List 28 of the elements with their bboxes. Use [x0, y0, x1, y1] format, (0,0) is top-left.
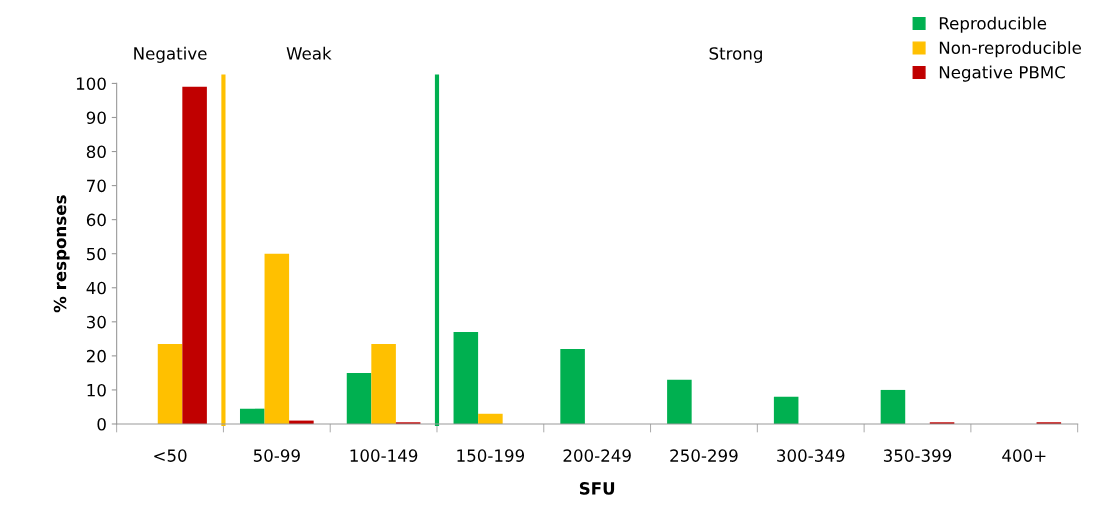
x-tick-label: 100-149 [350, 449, 418, 462]
y-tick-label: 80 [86, 145, 106, 159]
x-tick-label: <50 [154, 449, 187, 462]
y-tick-label: 10 [87, 383, 106, 397]
y-tick-label: 50 [87, 247, 106, 261]
x-tick-label: 250-299 [670, 449, 738, 462]
legend-label: Negative PBMC [939, 65, 1065, 82]
x-tick-label: 400+ [1002, 449, 1046, 462]
y-tick-label: 90 [86, 111, 106, 125]
y-tick-label: 70 [87, 179, 106, 193]
x-axis-title: SFU [579, 482, 615, 495]
text: Weak [286, 46, 332, 60]
y-tick-label: 100 [76, 77, 106, 90]
text: Strong [709, 47, 762, 63]
x-tick-label: 300-349 [777, 449, 845, 462]
y-tick-label: 40 [86, 281, 106, 295]
legend-label: Reproducible [939, 16, 1047, 33]
y-tick-label: 60 [86, 213, 106, 227]
x-tick-label: 200-249 [563, 449, 631, 462]
x-tick-label: 150-199 [457, 449, 525, 462]
x-tick-label: 350-399 [883, 449, 952, 462]
legend-label: Non-reproducible [939, 41, 1081, 58]
x-tick-label: 50-99 [253, 449, 300, 462]
text: Negative [134, 46, 207, 63]
y-tick-label: 0 [97, 417, 106, 431]
y-tick-label: 30 [87, 315, 106, 329]
y-axis-title: % responses [53, 195, 70, 313]
y-tick-label: 20 [86, 349, 106, 363]
